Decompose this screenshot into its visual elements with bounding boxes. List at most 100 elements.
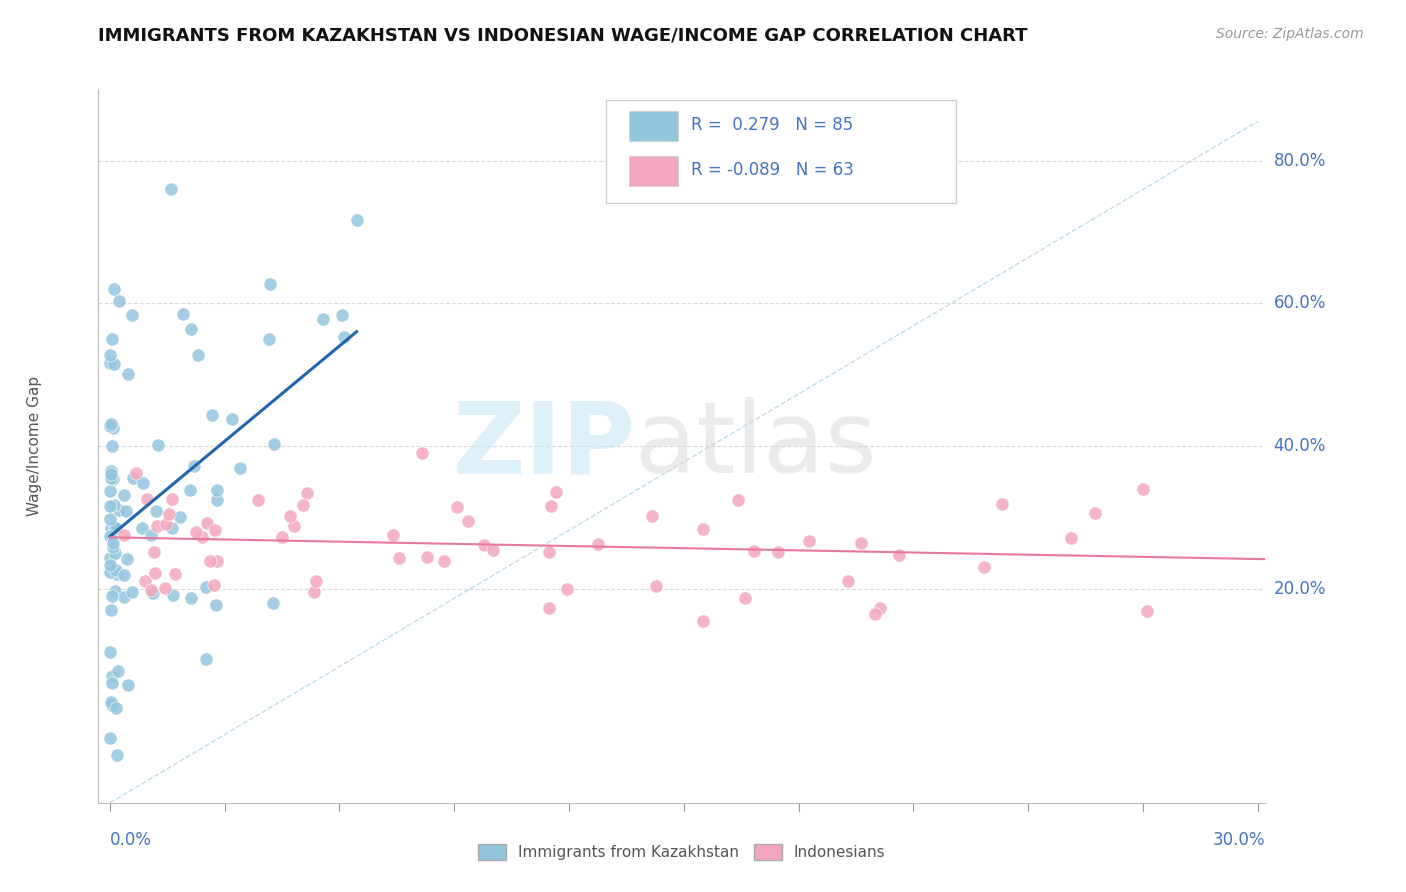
Point xyxy=(162,588,184,602)
Point xyxy=(98,348,121,362)
Point xyxy=(849,536,872,550)
Point xyxy=(101,472,124,486)
Point xyxy=(117,367,139,381)
Point xyxy=(799,533,821,548)
Point xyxy=(734,591,756,606)
Point xyxy=(416,549,439,564)
Point xyxy=(889,548,911,562)
Point xyxy=(247,492,270,507)
Point xyxy=(1084,506,1107,520)
Text: 20.0%: 20.0% xyxy=(1274,580,1326,598)
Point xyxy=(104,583,127,598)
Point xyxy=(869,600,891,615)
Point xyxy=(103,420,125,434)
Point xyxy=(98,731,121,745)
Point xyxy=(101,439,124,453)
Text: IMMIGRANTS FROM KAZAKHSTAN VS INDONESIAN WAGE/INCOME GAP CORRELATION CHART: IMMIGRANTS FROM KAZAKHSTAN VS INDONESIAN… xyxy=(98,27,1028,45)
Point xyxy=(742,543,765,558)
Point xyxy=(186,524,208,539)
Point xyxy=(586,537,609,551)
Point xyxy=(135,491,157,506)
Point xyxy=(98,565,121,579)
Point xyxy=(973,560,995,574)
Point xyxy=(139,528,162,542)
Text: 80.0%: 80.0% xyxy=(1274,152,1326,169)
Point xyxy=(165,567,187,582)
Point xyxy=(98,419,121,434)
Point xyxy=(537,600,560,615)
Point xyxy=(100,603,122,617)
Point xyxy=(101,536,124,550)
Point xyxy=(141,585,163,599)
Point xyxy=(481,543,503,558)
Point xyxy=(388,551,411,566)
Legend: Immigrants from Kazakhstan, Indonesians: Immigrants from Kazakhstan, Indonesians xyxy=(472,838,891,866)
Point xyxy=(302,585,325,599)
Point xyxy=(107,294,129,309)
Point xyxy=(330,308,353,322)
Point xyxy=(160,182,183,196)
Point xyxy=(692,522,714,536)
Text: R = -0.089   N = 63: R = -0.089 N = 63 xyxy=(692,161,853,178)
Point xyxy=(100,464,122,478)
Point xyxy=(107,665,129,679)
Point xyxy=(145,504,167,518)
Point xyxy=(202,578,225,592)
Point xyxy=(346,213,368,227)
Point xyxy=(278,509,301,524)
Point xyxy=(103,499,125,513)
Point xyxy=(155,517,177,532)
Text: 0.0%: 0.0% xyxy=(110,831,152,849)
Point xyxy=(112,567,135,582)
Point xyxy=(160,491,183,506)
Point xyxy=(100,467,122,482)
Point xyxy=(104,545,127,559)
Point xyxy=(121,471,143,485)
Point xyxy=(146,438,169,452)
Point xyxy=(546,485,568,500)
FancyBboxPatch shape xyxy=(630,155,679,186)
Point xyxy=(641,509,664,524)
Point xyxy=(104,701,127,715)
Point xyxy=(98,499,121,513)
Point xyxy=(194,652,217,666)
Point xyxy=(100,471,122,485)
Point xyxy=(101,698,124,713)
Point xyxy=(160,521,183,535)
Point xyxy=(105,566,128,581)
Text: 60.0%: 60.0% xyxy=(1274,294,1326,312)
Point xyxy=(837,574,859,588)
Point xyxy=(100,417,122,431)
Point xyxy=(100,669,122,683)
Point xyxy=(100,695,122,709)
Point xyxy=(103,282,125,296)
Point xyxy=(98,550,121,565)
Point xyxy=(180,591,202,605)
Point xyxy=(98,512,121,526)
Point xyxy=(205,554,228,568)
Point xyxy=(645,579,668,593)
Text: atlas: atlas xyxy=(636,398,877,494)
Point xyxy=(112,488,135,502)
Point xyxy=(169,509,191,524)
Point xyxy=(117,552,139,566)
Point xyxy=(198,554,221,568)
Point xyxy=(297,486,319,500)
Point xyxy=(112,590,135,604)
Point xyxy=(121,308,143,322)
Point xyxy=(540,499,562,513)
Point xyxy=(271,530,294,544)
Point xyxy=(1132,482,1154,496)
Point xyxy=(692,614,714,628)
Point xyxy=(101,332,124,346)
Point xyxy=(179,483,201,497)
Text: R =  0.279   N = 85: R = 0.279 N = 85 xyxy=(692,116,853,134)
Text: Source: ZipAtlas.com: Source: ZipAtlas.com xyxy=(1216,27,1364,41)
Point xyxy=(312,312,335,326)
Point xyxy=(146,518,169,533)
Point xyxy=(98,483,121,498)
Point xyxy=(121,585,143,599)
Point xyxy=(538,545,561,559)
Point xyxy=(768,545,790,559)
Point xyxy=(204,523,226,537)
